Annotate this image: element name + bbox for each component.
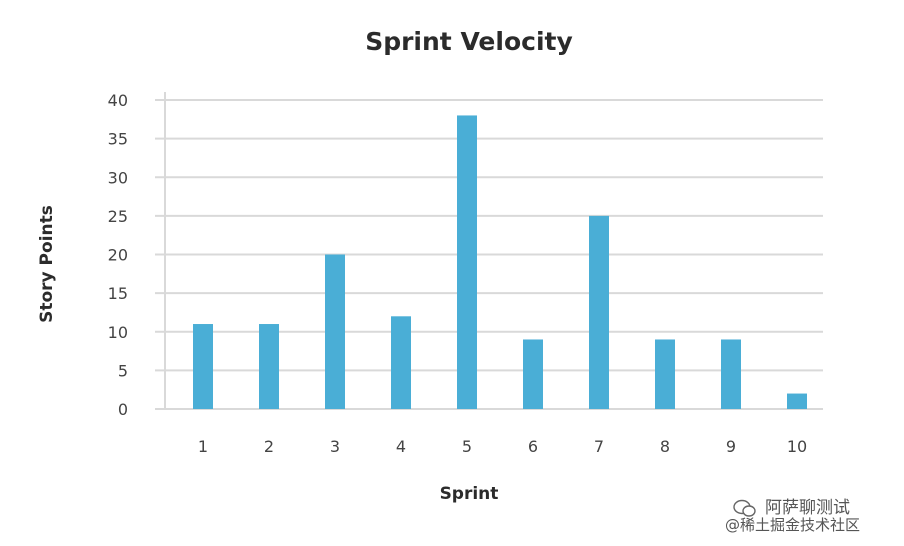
x-tick-label: 3 bbox=[330, 437, 340, 456]
bar-sprint-7 bbox=[589, 215, 609, 409]
bar-sprint-4 bbox=[391, 316, 411, 409]
bar-sprint-2 bbox=[259, 324, 279, 409]
y-tick-label: 10 bbox=[108, 323, 128, 342]
x-tick-label: 2 bbox=[264, 437, 274, 456]
bar-sprint-9 bbox=[721, 339, 741, 409]
bar-sprint-5 bbox=[457, 115, 477, 409]
x-axis-label: Sprint bbox=[440, 484, 499, 504]
bar-sprint-8 bbox=[655, 339, 675, 409]
y-tick-label: 5 bbox=[118, 361, 128, 380]
y-tick-label: 25 bbox=[108, 207, 128, 226]
bar-sprint-6 bbox=[523, 339, 543, 409]
watermark-line1: 阿萨聊测试 bbox=[765, 498, 850, 518]
bars bbox=[193, 115, 807, 409]
y-axis-label: Story Points bbox=[37, 205, 57, 323]
y-tick-label: 15 bbox=[108, 284, 128, 303]
chart-title: Sprint Velocity bbox=[365, 27, 573, 56]
y-tick-label: 20 bbox=[108, 246, 128, 265]
x-tick-label: 9 bbox=[726, 437, 736, 456]
y-tick-label: 30 bbox=[108, 168, 128, 187]
x-tick-label: 5 bbox=[462, 437, 472, 456]
x-tick-label: 10 bbox=[787, 437, 807, 456]
watermark-line2: @稀土掘金技术社区 bbox=[725, 516, 860, 534]
x-axis-ticks: 1 2 3 4 5 6 7 8 9 10 bbox=[198, 437, 807, 456]
bar-sprint-3 bbox=[325, 254, 345, 409]
watermark: 阿萨聊测试 @稀土掘金技术社区 bbox=[725, 498, 860, 534]
y-axis-ticks: 0 5 10 15 20 25 30 35 40 bbox=[108, 91, 128, 419]
x-tick-label: 7 bbox=[594, 437, 604, 456]
x-tick-label: 6 bbox=[528, 437, 538, 456]
x-tick-label: 1 bbox=[198, 437, 208, 456]
bar-sprint-10 bbox=[787, 393, 807, 409]
bar-sprint-1 bbox=[193, 324, 213, 409]
y-tick-label: 0 bbox=[118, 400, 128, 419]
x-tick-label: 8 bbox=[660, 437, 670, 456]
y-tick-label: 40 bbox=[108, 91, 128, 110]
y-tick-label: 35 bbox=[108, 130, 128, 149]
x-tick-label: 4 bbox=[396, 437, 406, 456]
wechat-icon bbox=[733, 499, 756, 517]
